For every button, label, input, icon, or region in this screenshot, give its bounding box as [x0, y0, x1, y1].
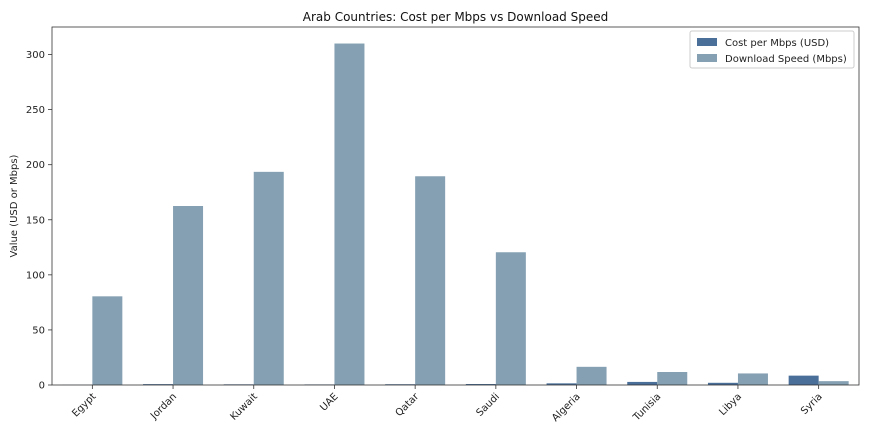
x-tick-label-libya: Libya — [717, 391, 744, 418]
chart-title: Arab Countries: Cost per Mbps vs Downloa… — [303, 10, 608, 24]
x-tick-label-algeria: Algeria — [550, 391, 583, 424]
x-tick-label-qatar: Qatar — [394, 391, 422, 419]
bar-speed-tunisia — [657, 372, 688, 385]
bar-speed-kuwait — [253, 171, 284, 385]
bar-speed-syria — [818, 381, 849, 385]
y-axis-label: Value (USD or Mbps) — [9, 154, 20, 257]
plot-frame — [51, 26, 860, 386]
y-tick-label: 200 — [26, 160, 45, 171]
x-tick-label-saudi: Saudi — [474, 391, 502, 419]
x-ticks-group: Egypt Jordan Kuwait UAE Qatar Saudi Algeria Tun… — [70, 385, 825, 424]
x-tick-label-uae: UAE — [318, 391, 340, 413]
bar-speed-libya — [737, 373, 768, 385]
legend-label-0: Cost per Mbps (USD) — [725, 38, 829, 49]
y-tick-label: 150 — [26, 215, 45, 226]
bar-cost-tunisia — [627, 381, 658, 385]
bar-cost-saudi — [465, 384, 496, 385]
bar-cost-libya — [707, 382, 738, 385]
bar-speed-egypt — [92, 296, 123, 385]
bars-group — [62, 43, 849, 386]
x-tick-label-jordan: Jordan — [148, 391, 179, 422]
legend-swatch-1 — [697, 54, 717, 62]
bar-speed-algeria — [576, 366, 607, 385]
bar-speed-uae — [334, 43, 365, 386]
x-tick-label-syria: Syria — [799, 391, 825, 417]
x-tick-label-tunisia: Tunisia — [631, 391, 664, 424]
y-tick-label: 250 — [26, 105, 45, 116]
y-tick-label: 300 — [26, 50, 45, 61]
legend-label-1: Download Speed (Mbps) — [725, 54, 847, 65]
bar-speed-qatar — [415, 176, 446, 385]
legend-swatch-0 — [697, 38, 717, 46]
x-tick-label-kuwait: Kuwait — [228, 391, 259, 422]
legend-box — [689, 30, 855, 69]
bar-speed-jordan — [173, 206, 204, 385]
y-tick-label: 50 — [32, 325, 45, 336]
bar-cost-syria — [788, 375, 819, 385]
x-tick-label-egypt: Egypt — [70, 391, 98, 419]
legend: Cost per Mbps (USD) Download Speed (Mbps) — [689, 30, 855, 69]
bar-cost-jordan — [143, 384, 174, 385]
y-tick-label: 100 — [26, 270, 45, 281]
bar-speed-saudi — [495, 252, 526, 385]
y-tick-label: 0 — [39, 381, 45, 392]
bar-cost-algeria — [546, 383, 577, 385]
y-ticks-group: 0 50 100 150 200 250 300 — [26, 50, 52, 392]
